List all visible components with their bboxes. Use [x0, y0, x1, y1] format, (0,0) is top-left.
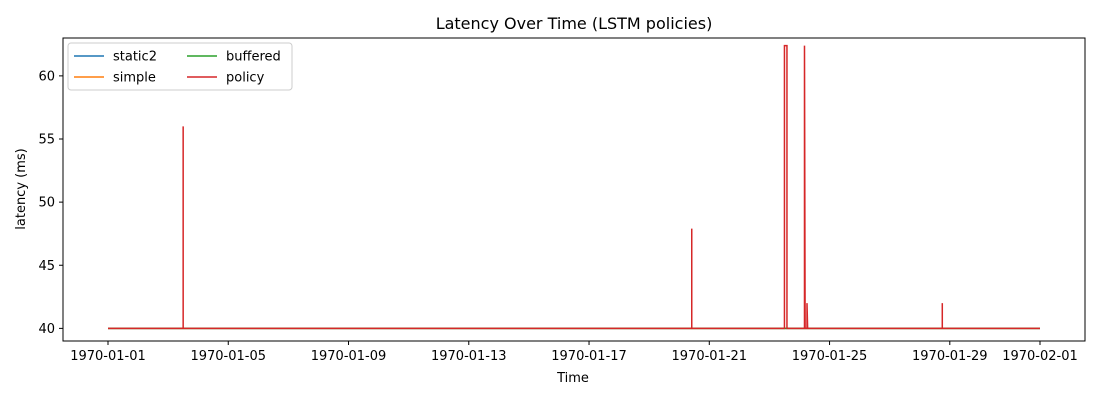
y-tick-label: 55	[38, 133, 55, 148]
legend: static2 simple buffered policy	[67, 42, 293, 91]
y-tick-label: 50	[38, 196, 55, 211]
x-tick-label: 1970-01-17	[551, 349, 627, 364]
x-tick-label: 1970-01-29	[912, 349, 988, 364]
legend-label-buffered: buffered	[226, 50, 281, 65]
y-tick-label: 60	[38, 69, 55, 84]
x-tick-label: 1970-02-01	[1002, 349, 1078, 364]
x-tick-label: 1970-01-05	[190, 349, 266, 364]
chart-title: Latency Over Time (LSTM policies)	[436, 14, 713, 33]
plot-frame	[62, 37, 1086, 342]
x-tick-label: 1970-01-25	[792, 349, 868, 364]
y-axis-label: latency (ms)	[14, 148, 29, 229]
x-tick-label: 1970-01-13	[431, 349, 507, 364]
x-axis-label: Time	[556, 371, 589, 386]
x-tick-label: 1970-01-21	[672, 349, 748, 364]
series-line-policy	[108, 44, 1040, 330]
x-tick-label: 1970-01-09	[311, 349, 387, 364]
y-tick-label: 40	[38, 322, 55, 337]
legend-label-policy: policy	[226, 71, 265, 86]
legend-label-static2: static2	[113, 50, 157, 65]
legend-box	[67, 42, 293, 91]
x-axis-ticks: 1970-01-01 1970-01-05 1970-01-09 1970-01-13…	[70, 341, 1078, 364]
x-tick-label: 1970-01-01	[70, 349, 146, 364]
y-tick-label: 45	[38, 259, 55, 274]
y-axis-ticks: 40 45 50 55 60	[38, 69, 63, 337]
series-layer	[108, 44, 1040, 330]
legend-label-simple: simple	[113, 71, 156, 86]
